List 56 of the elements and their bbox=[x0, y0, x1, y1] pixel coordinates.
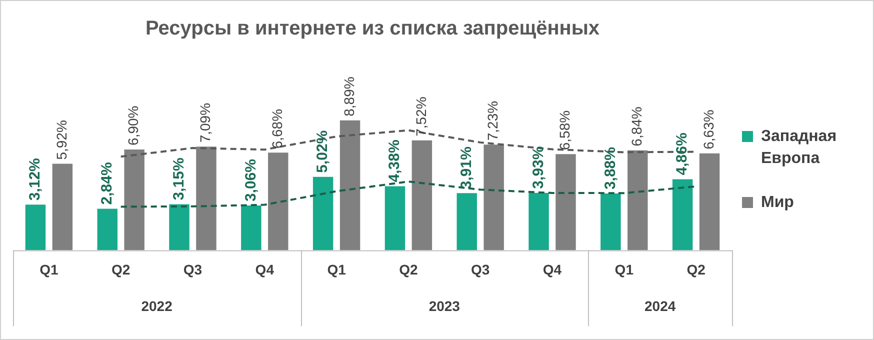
bar bbox=[672, 179, 693, 250]
data-label: 3,15% bbox=[170, 158, 188, 200]
x-tick-label: Q2 bbox=[399, 261, 418, 278]
bar bbox=[384, 186, 406, 250]
bar bbox=[556, 154, 576, 250]
x-tick-label: Q1 bbox=[614, 261, 634, 278]
bar bbox=[628, 150, 648, 250]
bar bbox=[456, 193, 477, 250]
data-label: 3,06% bbox=[242, 158, 260, 202]
x-tick-label: Q3 bbox=[471, 261, 490, 278]
bar bbox=[340, 120, 360, 250]
data-label: 6,90% bbox=[125, 106, 142, 146]
bar bbox=[241, 206, 262, 250]
data-label: 6,84% bbox=[628, 106, 644, 146]
chart-title: Ресурсы в интернете из списка запрещённых bbox=[145, 18, 600, 40]
data-label: 4,86% bbox=[674, 132, 691, 176]
bar bbox=[312, 176, 334, 250]
text: 2022 bbox=[141, 298, 173, 314]
data-label: 7,52% bbox=[412, 96, 429, 136]
x-tick-label: Q3 bbox=[183, 261, 202, 278]
bar bbox=[25, 204, 46, 250]
data-label: 6,63% bbox=[700, 110, 716, 150]
bar bbox=[196, 146, 216, 250]
text: 2023 bbox=[428, 298, 460, 314]
data-label: 3,93% bbox=[530, 146, 547, 189]
x-tick-label: Q1 bbox=[40, 261, 58, 278]
data-label: 3,88% bbox=[602, 147, 619, 190]
bar bbox=[600, 194, 621, 250]
x-tick-label: Q4 bbox=[542, 261, 562, 278]
data-label: 7,09% bbox=[197, 102, 214, 143]
data-label: 7,23% bbox=[484, 100, 501, 141]
bar bbox=[169, 204, 190, 250]
data-label: 6,68% bbox=[268, 108, 285, 149]
bar bbox=[699, 153, 720, 250]
data-label: 6,58% bbox=[556, 110, 573, 150]
bar bbox=[97, 208, 118, 250]
data-label: 2,84% bbox=[98, 162, 116, 205]
data-label: 5,02% bbox=[314, 130, 332, 173]
bar bbox=[484, 144, 504, 250]
text: 2024 bbox=[644, 298, 676, 314]
bar bbox=[412, 140, 432, 250]
x-tick-label: Q4 bbox=[255, 261, 274, 278]
bar bbox=[124, 149, 144, 250]
data-label: 3,91% bbox=[458, 146, 476, 190]
x-tick-label: Q2 bbox=[112, 261, 130, 278]
data-label: 8,89% bbox=[340, 76, 357, 116]
data-label: 3,12% bbox=[26, 158, 44, 201]
bar bbox=[268, 152, 288, 250]
bar bbox=[528, 192, 549, 250]
x-tick-label: Q2 bbox=[686, 261, 706, 278]
data-label: 4,38% bbox=[386, 140, 404, 182]
bar bbox=[52, 164, 73, 250]
data-label: 5,92% bbox=[53, 120, 70, 160]
legend-label: Западная Европа bbox=[761, 127, 838, 169]
x-tick-label: Q1 bbox=[327, 261, 346, 278]
legend-label: Мир bbox=[761, 193, 795, 213]
